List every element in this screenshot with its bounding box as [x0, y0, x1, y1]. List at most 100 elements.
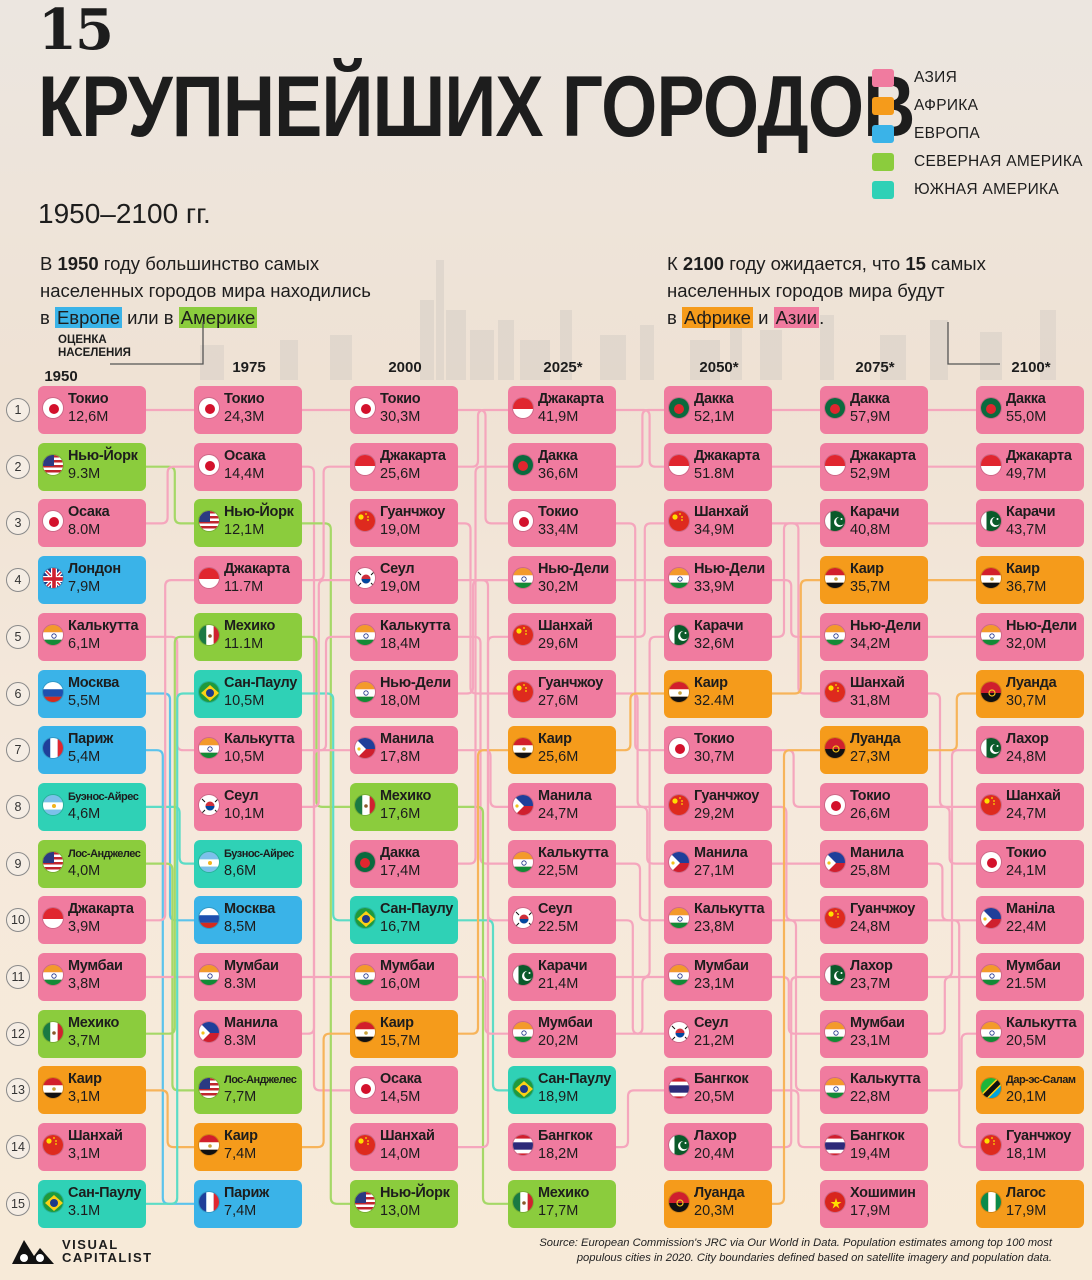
bd-flag-icon: [512, 453, 534, 476]
column-year-header: 2100*: [1011, 359, 1051, 376]
city-name: Мехико: [68, 1014, 120, 1031]
rank-number: 2: [6, 454, 30, 479]
in-flag-icon: [980, 964, 1002, 986]
city-card: Сеул 10,1M: [194, 782, 302, 831]
cn-flag-icon: [354, 1134, 376, 1157]
city-population: 30,7M: [694, 749, 735, 766]
legend-label: ЮЖНАЯ АМЕРИКА: [914, 181, 1059, 198]
city-card: Дакка 57,9M: [820, 386, 928, 434]
city-name: Москва: [224, 901, 276, 918]
city-card: Каир 3,1M: [38, 1066, 146, 1115]
legend-item: СЕВЕРНАЯ АМЕРИКА: [872, 148, 1083, 176]
jp-flag-icon: [198, 453, 220, 476]
city-card: Маніла 22,4M: [976, 896, 1084, 945]
city-name: Манила: [224, 1014, 278, 1031]
city-name: Манила: [694, 844, 748, 861]
city-card: Мумбаи 8.3M: [194, 953, 302, 1001]
city-name: Карачи: [1006, 504, 1056, 521]
city-population: 36,6M: [538, 465, 579, 482]
city-population: 33,4M: [538, 522, 579, 539]
city-population: 8,5M: [224, 919, 257, 936]
eg-flag-icon: [354, 1020, 376, 1043]
city-population: 21,2M: [694, 1032, 735, 1049]
rank-change-line: [616, 805, 664, 865]
city-card: Нью-Дели 34,2M: [820, 612, 928, 661]
id-flag-icon: [354, 453, 376, 476]
cn-flag-icon: [824, 907, 846, 930]
city-card: Сеул 19,0M: [350, 556, 458, 605]
city-name: Бузнос-Айрес: [224, 847, 294, 860]
city-population: 6,1M: [68, 635, 101, 652]
city-card: Каир 35,7M: [820, 556, 928, 605]
rank-change-line: [772, 579, 820, 695]
city-population: 7,4M: [224, 1146, 257, 1163]
rank-change-line: [772, 919, 820, 1092]
city-population: 20,5M: [694, 1089, 735, 1106]
city-population: 27,3M: [850, 749, 891, 766]
ph-flag-icon: [512, 793, 534, 816]
year-range: 1950–2100 гг.: [38, 198, 211, 229]
ao-flag-icon: [668, 1190, 690, 1213]
city-name: Мехико: [380, 787, 432, 804]
city-name: Лахор: [1006, 731, 1049, 748]
city-name: Мумбаи: [380, 958, 435, 974]
id-flag-icon: [512, 397, 534, 419]
city-card: Карачи 32,6M: [664, 612, 772, 661]
city-card: Мумбаи 23,1M: [820, 1009, 928, 1058]
city-population: 8.0M: [68, 522, 101, 539]
city-card: Джакарта 25,6M: [350, 442, 458, 491]
city-card: Сан-Паулу 10,5M: [194, 669, 302, 718]
city-population: 7,7M: [224, 1089, 257, 1106]
city-name: Карачи: [538, 958, 588, 974]
city-card: Бангкок 19,4M: [820, 1123, 928, 1172]
in-flag-icon: [512, 1020, 534, 1043]
in-flag-icon: [824, 623, 846, 646]
rank-number: 6: [6, 681, 30, 706]
legend-item: АЗИЯ: [872, 64, 1083, 92]
city-name: Дар-эс-Салам: [1006, 1074, 1076, 1087]
city-card: Нью-Йорк 12,1M: [194, 499, 302, 548]
jp-flag-icon: [668, 737, 690, 760]
ru-flag-icon: [42, 680, 64, 703]
city-card: Токио 30,7M: [664, 726, 772, 775]
city-name: Сан-Паулу: [224, 674, 298, 691]
br-flag-icon: [42, 1190, 64, 1213]
in-flag-icon: [980, 1020, 1002, 1043]
rank-change-line: [302, 465, 350, 582]
city-name: Дакка: [850, 391, 890, 407]
city-card: Сан-Паулу 3.1M: [38, 1179, 146, 1228]
legend-label: СЕВЕРНАЯ АМЕРИКА: [914, 153, 1083, 170]
city-card: Лагос 17,9M: [976, 1179, 1084, 1228]
ar-flag-icon: [42, 793, 64, 816]
city-name: Каир: [1006, 561, 1040, 578]
city-population: 8.3M: [224, 976, 257, 992]
city-population: 19,4M: [850, 1146, 891, 1163]
city-name: Осака: [224, 447, 266, 464]
city-name: Калькутта: [380, 617, 451, 634]
city-card: Калькутта 22,5M: [508, 839, 616, 888]
city-name: Мумбаи: [538, 1014, 593, 1031]
city-population: 30,7M: [1006, 692, 1047, 709]
legend-swatch: [872, 69, 894, 87]
city-population: 10,1M: [224, 805, 265, 822]
city-population: 22,4M: [1006, 919, 1047, 936]
city-card: Гуанчжоу 24,8M: [820, 896, 928, 945]
city-name: Калькутта: [68, 617, 139, 634]
city-population: 20,5M: [1006, 1032, 1047, 1049]
city-card: Гуанчжоу 27,6M: [508, 669, 616, 718]
city-name: Лос-Анджелес: [224, 1074, 297, 1087]
city-population: 27,6M: [538, 692, 579, 709]
vn-flag-icon: [824, 1190, 846, 1213]
rank-number: 8: [6, 794, 30, 819]
rank-change-line: [302, 692, 350, 922]
city-name: Нью-Дели: [380, 674, 451, 691]
city-card: Сеул 22.5M: [508, 896, 616, 945]
city-population: 30,3M: [380, 409, 421, 425]
city-population: 14,4M: [224, 465, 265, 482]
city-card: Сан-Паулу 18,9M: [508, 1066, 616, 1115]
legend-item: АФРИКА: [872, 92, 1083, 120]
city-name: Сан-Паулу: [68, 1184, 142, 1201]
city-card: Карачи 40,8M: [820, 499, 928, 548]
pk-flag-icon: [980, 737, 1002, 760]
